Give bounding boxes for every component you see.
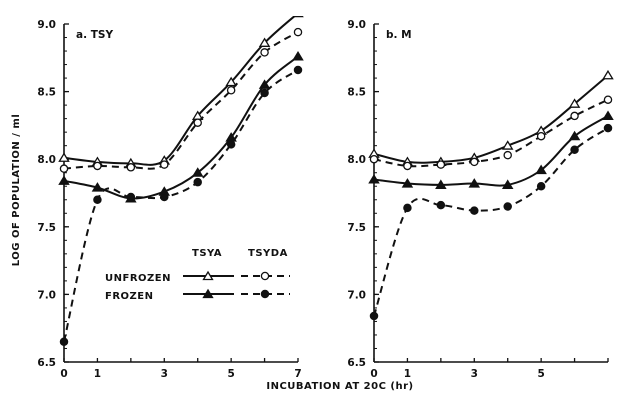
data-point-circle xyxy=(403,161,412,171)
y-tick-label: 6.5 xyxy=(37,357,56,369)
legend-marker-filled-circle xyxy=(260,289,270,299)
data-point-triangle xyxy=(568,98,581,108)
data-point-circle xyxy=(293,27,303,37)
data-point-triangle xyxy=(58,152,70,162)
legend-header-tsyda: TSYDA xyxy=(248,248,288,259)
legend-marker-filled-triangle xyxy=(202,288,214,299)
series-line xyxy=(373,98,609,168)
legend: TSYA TSYDA UNFROZEN FROZEN xyxy=(105,248,290,302)
data-point-triangle xyxy=(602,110,614,120)
legend-marker-open-circle xyxy=(260,271,270,281)
data-point-circle xyxy=(160,160,169,169)
panel-a-tsy: 6.5 7.0 7.5 8.0 8.5 9.0 0 1 3 5 7 a. TSY xyxy=(37,16,304,380)
data-point-circle xyxy=(193,177,202,187)
data-point-circle xyxy=(369,311,379,321)
data-point-triangle xyxy=(225,76,237,87)
y-tick-label: 7.5 xyxy=(347,222,366,234)
data-point-circle xyxy=(470,157,479,167)
data-point-triangle xyxy=(368,174,380,184)
data-point-triangle xyxy=(191,167,204,177)
data-point-circle xyxy=(369,154,379,164)
y-tick-label: 6.5 xyxy=(347,357,366,369)
data-point-circle xyxy=(59,164,69,173)
x-tick-label: 3 xyxy=(161,368,168,380)
data-point-triangle xyxy=(401,178,414,188)
data-point-circle xyxy=(603,123,613,133)
y-tick-label: 8.0 xyxy=(37,154,56,166)
x-tick-label: 7 xyxy=(294,368,301,380)
data-point-circle xyxy=(260,88,269,98)
y-tick-label: 9.0 xyxy=(347,19,366,31)
x-tick-label: 1 xyxy=(94,368,101,380)
data-point-triangle xyxy=(258,37,271,47)
data-point-circle xyxy=(570,145,579,154)
series-line xyxy=(63,55,299,200)
data-point-triangle xyxy=(435,179,447,189)
data-point-circle xyxy=(603,95,613,104)
data-point-circle xyxy=(226,140,236,149)
data-point-triangle xyxy=(535,164,547,175)
data-point-triangle xyxy=(292,50,304,61)
data-point-circle xyxy=(93,161,102,171)
data-point-triangle xyxy=(292,16,304,18)
x-tick-label: 5 xyxy=(227,368,234,380)
data-point-triangle xyxy=(501,179,514,189)
panel-b-m: 6.5 7.0 7.5 8.0 8.5 9.0 0 1 3 5 b. M xyxy=(347,19,614,380)
y-tick-label: 8.0 xyxy=(347,154,366,166)
series-group xyxy=(58,16,304,346)
data-point-circle xyxy=(193,118,202,127)
data-point-circle xyxy=(59,337,69,346)
x-tick-label: 0 xyxy=(370,368,377,380)
data-point-triangle xyxy=(501,140,514,150)
data-point-circle xyxy=(570,111,579,121)
data-point-triangle xyxy=(468,178,481,188)
legend-header-tsya: TSYA xyxy=(192,248,222,259)
x-axis-label: INCUBATION AT 20C (hr) xyxy=(266,381,413,392)
panel-title: b. M xyxy=(386,29,412,41)
y-tick-label: 8.5 xyxy=(347,87,366,99)
data-point-circle xyxy=(503,150,512,160)
data-point-circle xyxy=(126,163,136,172)
data-point-circle xyxy=(260,48,269,57)
data-point-circle xyxy=(293,65,303,75)
y-tick-label: 9.0 xyxy=(37,19,56,31)
y-tick-label: 7.0 xyxy=(37,289,56,301)
panel-title: a. TSY xyxy=(76,29,113,41)
data-point-circle xyxy=(436,200,446,210)
data-point-circle xyxy=(536,131,546,141)
data-point-circle xyxy=(436,160,446,169)
data-point-triangle xyxy=(258,79,271,89)
series-group xyxy=(368,69,614,321)
legend-marker-open-triangle xyxy=(202,270,214,281)
y-axis-label: LOG OF POPULATION / ml xyxy=(11,114,22,267)
data-point-triangle xyxy=(568,130,581,141)
x-tick-label: 0 xyxy=(60,368,67,380)
data-point-circle xyxy=(160,192,169,202)
data-point-circle xyxy=(470,206,479,215)
x-tick-label: 1 xyxy=(404,368,411,380)
y-tick-label: 7.0 xyxy=(347,289,366,301)
data-point-triangle xyxy=(91,182,104,192)
data-point-circle xyxy=(93,195,102,205)
x-tick-label: 5 xyxy=(537,368,544,380)
data-point-circle xyxy=(536,181,546,191)
y-tick-label: 8.5 xyxy=(37,87,56,99)
data-point-triangle xyxy=(602,69,614,80)
series-line xyxy=(373,127,609,317)
y-tick-label: 7.5 xyxy=(37,222,56,234)
data-point-circle xyxy=(126,192,136,202)
series-line xyxy=(63,69,299,342)
data-point-triangle xyxy=(58,175,70,185)
data-point-circle xyxy=(503,202,512,211)
x-tick-label: 3 xyxy=(471,368,478,380)
data-point-circle xyxy=(403,203,412,213)
legend-label-unfrozen: UNFROZEN xyxy=(105,273,171,284)
legend-label-frozen: FROZEN xyxy=(105,291,153,302)
data-point-circle xyxy=(226,85,236,95)
